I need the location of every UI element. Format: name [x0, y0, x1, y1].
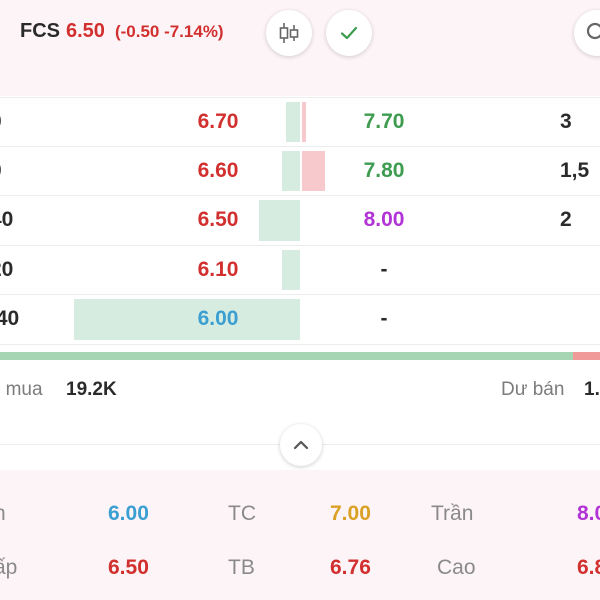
stock-header: FCS 6.50 (-0.50 -7.14%) [0, 0, 600, 96]
order-book: 0 6.70 7.70 3 0 6.60 7.80 1,5 40 6.50 8.00 2 20 6.10 -… [0, 97, 600, 345]
buy-surplus-label: r mua [0, 379, 43, 400]
ask-volume [560, 295, 600, 344]
lowest-value: 6.50 [108, 556, 149, 579]
ticker-summary: FCS 6.50 (-0.50 -7.14%) [20, 20, 224, 48]
bid-price: 6.10 [197, 257, 239, 281]
ask-price: 7.70 [363, 109, 405, 133]
orderbook-row[interactable]: 20 6.10 - [0, 246, 600, 295]
orderbook-row[interactable]: 40 6.50 8.00 2 [0, 196, 600, 246]
bid-volume: 0 [0, 147, 30, 196]
orderbook-row[interactable]: ,40 6.00 - [0, 295, 600, 345]
bid-volume-bar [259, 200, 300, 241]
average-value: 6.76 [330, 556, 371, 579]
bid-volume: 0 [0, 98, 30, 146]
buy-surplus-value: 19.2K [66, 379, 117, 400]
bid-volume-bar [286, 102, 300, 142]
chevron-up-icon [293, 440, 309, 450]
confirm-button[interactable] [326, 10, 372, 56]
bid-volume: 20 [0, 257, 14, 281]
bid-price: 6.60 [197, 158, 239, 182]
ask-volume: 3 [560, 109, 572, 133]
bid-price: 6.00 [197, 307, 239, 331]
ask-volume-bar [302, 150, 325, 191]
ask-volume: 2 [560, 208, 572, 232]
search-button[interactable] [574, 10, 600, 56]
ref-label: TC [228, 502, 256, 525]
ask-price: 8.00 [363, 208, 405, 232]
bid-price: 6.70 [197, 109, 239, 133]
low-value: 6.00 [108, 502, 149, 525]
sell-surplus-label: Dư bán [501, 379, 565, 400]
ask-volume: 1,5 [560, 158, 590, 182]
lowest-label: ấp [0, 556, 18, 579]
sell-surplus-value: 1. [584, 379, 600, 400]
bid-volume: ,40 [0, 307, 20, 331]
search-icon [586, 22, 600, 40]
ask-price: - [380, 257, 388, 281]
check-icon [340, 26, 358, 40]
collapse-button[interactable] [280, 424, 322, 466]
ask-price: - [380, 307, 388, 331]
ask-volume [560, 246, 600, 295]
high-value: 6.8 [577, 556, 600, 579]
ceiling-value: 8.0 [577, 502, 600, 525]
surplus-row: r mua 19.2K Dư bán 1. [0, 376, 600, 404]
orderbook-row[interactable]: 0 6.60 7.80 1,5 [0, 147, 600, 196]
candlestick-chart-button[interactable] [266, 10, 312, 56]
candlestick-icon [279, 23, 299, 43]
bid-volume-bar [281, 150, 300, 191]
orderbook-row[interactable]: 0 6.70 7.70 3 [0, 97, 600, 147]
ask-volume-bar [302, 102, 306, 142]
ref-value: 7.00 [330, 502, 371, 525]
ticker-change: (-0.50 -7.14%) [114, 22, 224, 41]
average-label: TB [228, 556, 255, 579]
ticker-symbol[interactable]: FCS [20, 20, 60, 42]
bid-volume-bar [281, 249, 300, 290]
bid-volume: 40 [0, 208, 14, 232]
ticker-price: 6.50 [66, 20, 105, 42]
high-label: Cao [437, 556, 476, 579]
buy-ratio-fill [0, 352, 573, 360]
ask-price: 7.80 [363, 158, 405, 182]
buy-sell-ratio-bar [0, 352, 600, 360]
ceiling-label: Trần [431, 502, 474, 525]
bid-volume-bar [74, 299, 300, 340]
low-label: n [0, 502, 6, 526]
price-stats: n 6.00 TC 7.00 Trần 8.0 ấp 6.50 TB 6.76 … [0, 470, 600, 600]
bid-price: 6.50 [197, 208, 239, 232]
